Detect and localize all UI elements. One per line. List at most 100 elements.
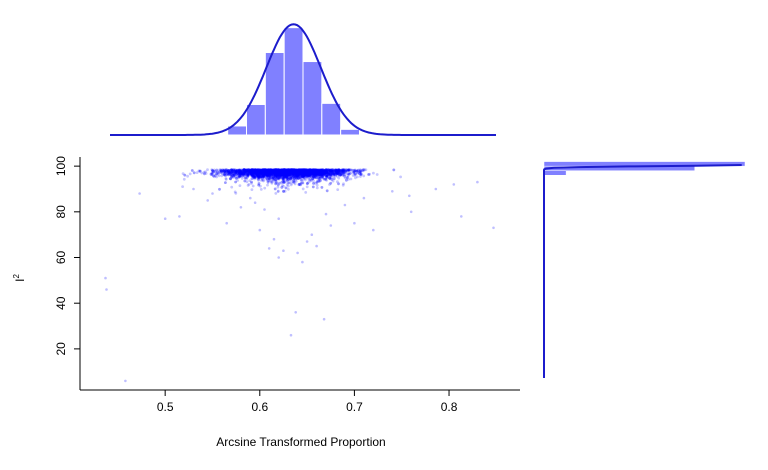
scatter-point (234, 172, 238, 175)
scatter-point (319, 170, 323, 174)
scatter-point (272, 237, 276, 241)
scatter-point (320, 186, 324, 189)
scatter-point (264, 169, 267, 172)
scatter-point (288, 174, 292, 177)
scatter-point (292, 177, 296, 181)
scatter-point (275, 168, 279, 172)
scatter-point (318, 169, 322, 173)
scatter-point (302, 170, 305, 173)
scatter-point (287, 171, 291, 175)
scatter-point (263, 171, 267, 175)
scatter-point (265, 176, 269, 180)
scatter-point (286, 170, 290, 173)
scatter-point (282, 169, 286, 172)
scatter-point (309, 174, 313, 178)
scatter-point (289, 172, 292, 176)
scatter-point (312, 182, 315, 185)
scatter-point (268, 170, 272, 173)
scatter-point (249, 169, 252, 173)
scatter-point (262, 174, 266, 178)
scatter-point (312, 172, 316, 176)
scatter-point (239, 168, 243, 172)
scatter-point (293, 170, 297, 173)
scatter-point (286, 168, 290, 172)
scatter-point (280, 168, 283, 172)
scatter-point (299, 170, 303, 173)
scatter-point (271, 169, 275, 172)
scatter-point (290, 176, 294, 180)
scatter-point (239, 172, 242, 176)
scatter-point (271, 172, 275, 175)
scatter-point (291, 168, 294, 172)
scatter-point (320, 186, 324, 189)
scatter-point (306, 173, 310, 177)
scatter-point (223, 170, 227, 174)
scatter-point (274, 171, 278, 174)
scatter-point (276, 168, 280, 172)
scatter-point (320, 170, 323, 174)
scatter-point (290, 169, 293, 173)
scatter-point (306, 169, 310, 172)
scatter-point (259, 179, 263, 182)
scatter-point (295, 175, 299, 178)
scatter-point (282, 171, 286, 174)
scatter-point (301, 170, 305, 173)
scatter-point (263, 168, 267, 172)
scatter-point (223, 171, 227, 175)
scatter-point (282, 190, 285, 193)
scatter-point (268, 169, 272, 173)
scatter-point (299, 169, 303, 173)
scatter-point (265, 172, 269, 176)
scatter-point (284, 186, 288, 190)
scatter-point (294, 169, 298, 173)
scatter-point (289, 168, 293, 172)
scatter-point (287, 172, 291, 176)
scatter-point (335, 172, 339, 175)
scatter-point (303, 170, 306, 174)
scatter-point (276, 169, 280, 173)
scatter-point (292, 168, 296, 172)
scatter-point (256, 172, 260, 175)
scatter-point (299, 172, 303, 176)
scatter-point (317, 176, 320, 180)
scatter-point (322, 170, 326, 174)
scatter-point (302, 170, 305, 174)
scatter-point (329, 168, 333, 172)
scatter-point (308, 171, 311, 174)
scatter-point (302, 170, 306, 174)
scatter-point (284, 171, 288, 175)
scatter-point (325, 170, 328, 174)
scatter-point (312, 170, 316, 174)
scatter-point (271, 172, 275, 176)
scatter-point (298, 170, 302, 174)
scatter-point (346, 168, 350, 172)
scatter-point (296, 173, 300, 177)
scatter-point (275, 172, 279, 176)
scatter-point (245, 168, 249, 172)
scatter-point (252, 169, 256, 172)
scatter-point (285, 169, 289, 172)
scatter-point (271, 170, 274, 174)
scatter-point (306, 182, 309, 186)
scatter-point (198, 169, 202, 173)
scatter-point (266, 173, 270, 177)
scatter-point (284, 169, 287, 173)
scatter-point (294, 171, 298, 175)
scatter-point (277, 171, 281, 175)
scatter-point (294, 170, 298, 174)
scatter-point (228, 170, 231, 174)
scatter-point (301, 168, 304, 172)
scatter-point (347, 178, 350, 181)
scatter-point (272, 169, 276, 173)
scatter-point (275, 181, 278, 185)
scatter-point (257, 173, 261, 177)
scatter-point (242, 172, 246, 176)
scatter-point (286, 168, 289, 172)
scatter-point (311, 172, 315, 176)
scatter-point (285, 169, 289, 173)
scatter-point (262, 168, 265, 172)
scatter-point (294, 173, 298, 176)
scatter-point (241, 170, 245, 174)
scatter-point (282, 189, 285, 193)
scatter-point (278, 175, 282, 179)
